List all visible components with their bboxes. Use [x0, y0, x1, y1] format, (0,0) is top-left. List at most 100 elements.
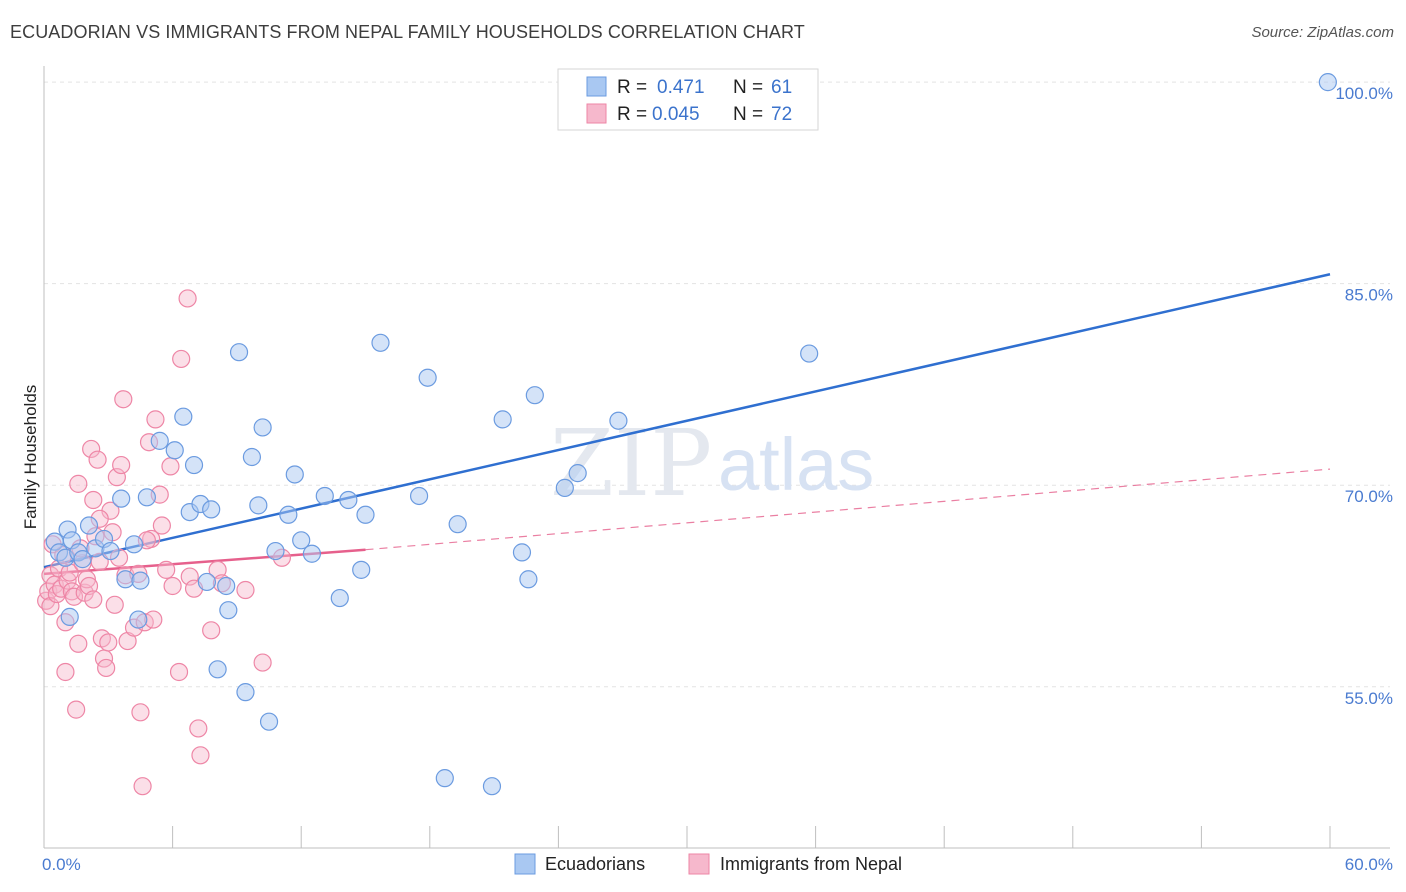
nepal-point-37 — [112, 455, 131, 475]
ecuadorian-point-56 — [568, 464, 587, 483]
nepal-point-58 — [180, 567, 199, 586]
ecuadorian-point-46 — [409, 486, 429, 506]
series-ecuadorians-points — [45, 73, 1337, 796]
watermark-atlas: atlas — [718, 423, 874, 506]
nepal-point-55 — [169, 662, 189, 682]
ecuadorian-point-58 — [800, 344, 819, 363]
nepal-point-57 — [178, 289, 197, 308]
ecuadorian-point-47 — [418, 368, 437, 387]
ecuadorian-point-9 — [60, 607, 79, 626]
ecuadorian-point-14 — [124, 535, 144, 554]
nepal-point-32 — [99, 633, 118, 652]
nepal-point-62 — [202, 621, 221, 640]
nepal-point-43 — [131, 703, 150, 722]
nepal-point-24 — [84, 490, 103, 510]
ecuadorian-point-16 — [137, 488, 156, 507]
watermark-zip: ZIP — [550, 410, 712, 517]
ecuadorian-point-39 — [302, 544, 322, 563]
nepal-point-18 — [69, 474, 88, 493]
ecuadorian-point-54 — [525, 386, 544, 405]
ecuadorian-point-29 — [229, 343, 249, 362]
ecuadorian-point-26 — [208, 660, 227, 679]
nepal-point-15 — [64, 587, 84, 606]
nepal-point-51 — [152, 516, 171, 535]
y-axis-title: Family Households — [21, 385, 40, 530]
ecuadorian-point-25 — [202, 500, 221, 519]
nepal-point-17 — [69, 634, 88, 653]
ecuadorian-point-15 — [131, 571, 150, 590]
x-tick-labels: 0.0% 60.0% — [42, 855, 1393, 874]
ecuadorian-point-57 — [609, 411, 628, 430]
ecuadorian-point-18 — [150, 431, 169, 450]
y-tick-label-3: 100.0% — [1335, 84, 1393, 103]
legend-r-label-1: R = — [617, 104, 647, 125]
ecuadorian-point-13 — [116, 570, 135, 589]
ecuadorian-point-41 — [330, 588, 349, 608]
ecuadorian-point-24 — [197, 572, 216, 592]
nepal-point-52 — [157, 560, 176, 579]
nepal-point-61 — [191, 746, 210, 765]
nepal-point-38 — [114, 390, 133, 409]
nepal-point-69 — [105, 595, 124, 614]
bottom-legend-label-nepal: Immigrants from Nepal — [720, 854, 902, 874]
axes — [43, 66, 1390, 849]
ecuadorian-point-52 — [512, 543, 532, 562]
correlation-legend: R = 0.471 N = 61 R = 0.045 N = 72 — [557, 68, 819, 131]
ecuadorian-point-59 — [1318, 73, 1337, 92]
ecuadorian-point-33 — [253, 418, 272, 437]
ecuadorian-point-27 — [217, 576, 236, 596]
ecuadorian-point-44 — [356, 505, 375, 524]
ecuadorian-point-53 — [519, 570, 538, 589]
ecuadorian-point-48 — [435, 769, 454, 788]
legend-swatch-ecuadorians — [586, 76, 607, 97]
nepal-point-63 — [208, 560, 227, 579]
legend-r-value-1: 0.045 — [652, 104, 700, 125]
source-label: Source: ZipAtlas.com — [1251, 24, 1394, 41]
legend-n-value-0: 61 — [771, 77, 792, 98]
grid-lines — [44, 81, 1390, 688]
nepal-point-23 — [82, 439, 101, 459]
nepal-point-65 — [236, 580, 255, 600]
nepal-point-49 — [146, 410, 165, 429]
nepal-point-66 — [253, 653, 272, 672]
ecuadorian-point-19 — [165, 441, 184, 460]
trend-line-nepal-extended — [365, 468, 1331, 551]
legend-r-value-0: 0.471 — [657, 77, 705, 98]
ecuadorian-point-7 — [79, 516, 99, 535]
nepal-point-35 — [107, 468, 126, 487]
ecuadorian-point-38 — [292, 531, 311, 550]
nepal-point-21 — [77, 570, 96, 589]
ecuadorian-point-22 — [184, 455, 204, 475]
ecuadorian-point-11 — [101, 541, 120, 561]
ecuadorian-point-12 — [112, 489, 131, 508]
ecuadorian-point-35 — [266, 541, 285, 561]
nepal-point-27 — [88, 450, 107, 469]
ecuadorian-point-34 — [259, 712, 279, 731]
nepal-point-44 — [133, 777, 152, 796]
ecuadorian-point-36 — [279, 505, 298, 524]
ecuadorian-point-51 — [493, 410, 512, 429]
nepal-point-11 — [56, 662, 75, 682]
watermark: ZIP atlas — [550, 410, 874, 517]
bottom-legend-swatch-nepal — [688, 853, 710, 875]
ecuadorian-point-50 — [482, 777, 502, 796]
ecuadorian-point-30 — [236, 683, 255, 702]
y-tick-label-0: 55.0% — [1345, 689, 1393, 708]
x-tick-label-0: 0.0% — [42, 855, 81, 874]
legend-n-label-0: N = — [733, 77, 763, 98]
nepal-point-54 — [163, 576, 182, 596]
legend-swatch-nepal — [586, 103, 607, 124]
ecuadorian-point-55 — [555, 478, 574, 498]
ecuadorian-point-20 — [174, 407, 193, 426]
series-legend: Ecuadorians Immigrants from Nepal — [514, 853, 902, 875]
ecuadorian-point-40 — [315, 486, 334, 506]
legend-r-label-0: R = — [617, 77, 647, 98]
ecuadorian-point-31 — [242, 447, 262, 467]
y-tick-label-1: 70.0% — [1345, 487, 1393, 506]
nepal-point-22 — [79, 576, 99, 596]
legend-n-value-1: 72 — [771, 104, 792, 125]
nepal-point-16 — [67, 700, 86, 719]
ecuadorian-point-49 — [448, 515, 467, 534]
y-tick-labels: 55.0% 70.0% 85.0% 100.0% — [1335, 84, 1393, 708]
